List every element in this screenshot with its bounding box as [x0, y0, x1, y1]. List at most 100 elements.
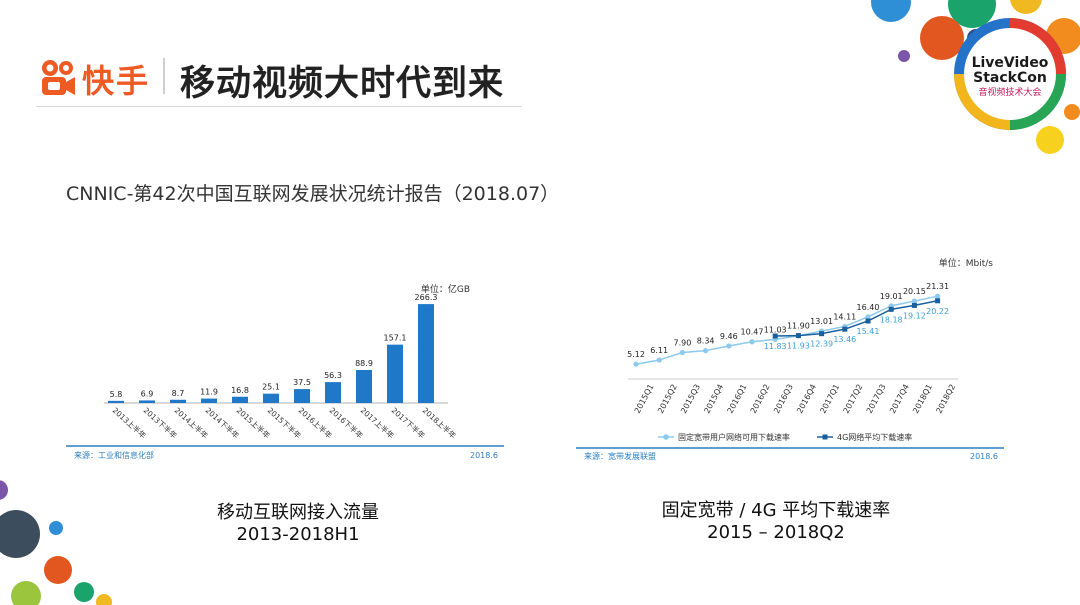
legend-marker-4g	[822, 434, 828, 440]
label-4g: 15.41	[857, 327, 880, 336]
point-fixed-broadband	[911, 298, 917, 304]
label-fixed-broadband: 20.15	[903, 287, 926, 296]
conf-logo-line1: LiveVideo	[972, 55, 1049, 71]
bar	[139, 400, 155, 403]
deco-dot	[0, 480, 8, 500]
label-4g: 11.93	[787, 342, 810, 351]
deco-dot	[0, 510, 40, 558]
label-fixed-broadband: 7.90	[673, 339, 691, 348]
bar-value-label: 25.1	[262, 383, 280, 392]
logo-center	[964, 28, 1056, 120]
label-fixed-broadband: 11.03	[764, 325, 787, 334]
label-fixed-broadband: 19.01	[880, 292, 903, 301]
line-category-label: 2015Q1	[633, 383, 656, 415]
left-chart-caption: 移动互联网接入流量 2013-2018H1	[170, 502, 426, 546]
bar-value-label: 56.3	[324, 371, 342, 380]
label-fixed-broadband: 16.40	[857, 303, 880, 312]
bar	[201, 398, 217, 403]
line-category-label: 2016Q1	[726, 383, 749, 415]
left-chart-date: 2018.6	[470, 451, 498, 460]
bar-value-label: 16.8	[231, 386, 249, 395]
bar	[263, 393, 279, 403]
label-fixed-broadband: 5.12	[627, 350, 645, 359]
deco-dot	[920, 16, 964, 60]
left-caption-line2: 2013-2018H1	[236, 524, 360, 545]
bar-value-label: 6.9	[141, 389, 154, 398]
label-fixed-broadband: 8.34	[697, 337, 715, 346]
point-fixed-broadband	[726, 343, 732, 349]
deco-dot	[1064, 104, 1080, 120]
deco-dot	[948, 0, 996, 28]
point-4g	[795, 333, 801, 339]
point-fixed-broadband	[749, 339, 755, 345]
point-4g	[842, 326, 848, 332]
bar-value-label: 88.9	[355, 359, 373, 368]
bottom-left-decoration	[0, 480, 112, 605]
left-caption-line1: 移动互联网接入流量	[217, 502, 379, 523]
bar	[108, 400, 124, 403]
series-4g-line	[775, 300, 938, 337]
label-4g: 12.39	[810, 340, 833, 349]
title-divider	[163, 58, 165, 94]
label-fixed-broadband: 14.11	[833, 312, 856, 321]
deco-dot	[898, 50, 910, 62]
line-category-label: 2018Q1	[911, 383, 934, 415]
label-4g: 18.18	[880, 315, 903, 324]
deco-dot	[44, 556, 72, 584]
deco-dot	[96, 594, 112, 605]
line-category-label: 2017Q1	[818, 383, 841, 415]
legend-4g: 4G网络平均下载速率	[837, 432, 912, 442]
conf-logo-line3: 音视频技术大会	[978, 86, 1041, 98]
bar-value-label: 37.5	[293, 378, 311, 387]
bar-value-label: 266.3	[415, 293, 438, 302]
label-fixed-broadband: 10.47	[741, 328, 764, 337]
series-fixed-broadband-line	[635, 295, 938, 365]
deco-dot	[49, 521, 63, 535]
deco-dot	[871, 0, 911, 22]
point-4g	[865, 318, 871, 324]
label-4g: 11.83	[764, 342, 787, 351]
line-category-label: 2018Q2	[934, 383, 957, 415]
deco-dot	[74, 582, 94, 602]
point-fixed-broadband	[656, 357, 662, 363]
line-category-label: 2017Q4	[888, 383, 911, 415]
point-4g	[888, 306, 894, 312]
label-fixed-broadband: 9.46	[720, 332, 738, 341]
bar	[294, 389, 310, 403]
point-fixed-broadband	[935, 293, 941, 299]
bar-value-label: 8.7	[172, 389, 185, 398]
mobile-traffic-bar-chart: 单位：亿GB 5.82013上半年6.92013下半年8.72014上半年11.…	[66, 283, 504, 460]
right-caption-line1: 固定宽带 / 4G 平均下载速率	[661, 500, 891, 521]
line-category-label: 2015Q2	[656, 383, 679, 415]
bar	[356, 369, 372, 403]
label-fixed-broadband: 13.01	[810, 317, 833, 326]
deco-dot	[1010, 0, 1042, 14]
right-caption-line2: 2015 – 2018Q2	[707, 522, 845, 543]
left-chart-source: 来源：工业和信息化部	[74, 450, 154, 460]
bar	[170, 399, 186, 403]
bar-chart-unit: 单位：亿GB	[421, 283, 470, 295]
header-rule	[36, 106, 522, 107]
bar	[418, 304, 434, 403]
line-chart-unit: 单位：Mbit/s	[939, 257, 994, 269]
point-4g	[935, 298, 941, 304]
point-4g	[772, 333, 778, 339]
brand-logo-text: 快手	[82, 62, 151, 100]
label-4g: 20.22	[926, 307, 949, 316]
label-fixed-broadband: 11.90	[787, 322, 810, 331]
conf-logo-line2: StackCon	[973, 70, 1047, 86]
point-4g	[911, 302, 917, 308]
label-4g: 13.46	[833, 335, 856, 344]
report-subtitle: CNNIC-第42次中国互联网发展状况统计报告（2018.07）	[66, 183, 560, 205]
bar	[387, 344, 403, 403]
line-category-label: 2015Q4	[702, 383, 725, 415]
deco-dot	[11, 581, 41, 605]
conference-logo-decoration: LiveVideo StackCon 音视频技术大会	[871, 0, 1080, 154]
page-title: 移动视频大时代到来	[180, 64, 505, 104]
right-chart-date: 2018.6	[970, 452, 998, 461]
line-category-label: 2016Q4	[795, 383, 818, 415]
label-fixed-broadband: 21.31	[926, 282, 949, 291]
bar-value-label: 157.1	[384, 334, 407, 343]
bar-category-label: 2018上半年	[421, 405, 459, 441]
download-speed-line-chart: 单位：Mbit/s 2015Q1 2015Q2 2015Q3 2015Q4 2016Q1…	[576, 257, 1004, 461]
